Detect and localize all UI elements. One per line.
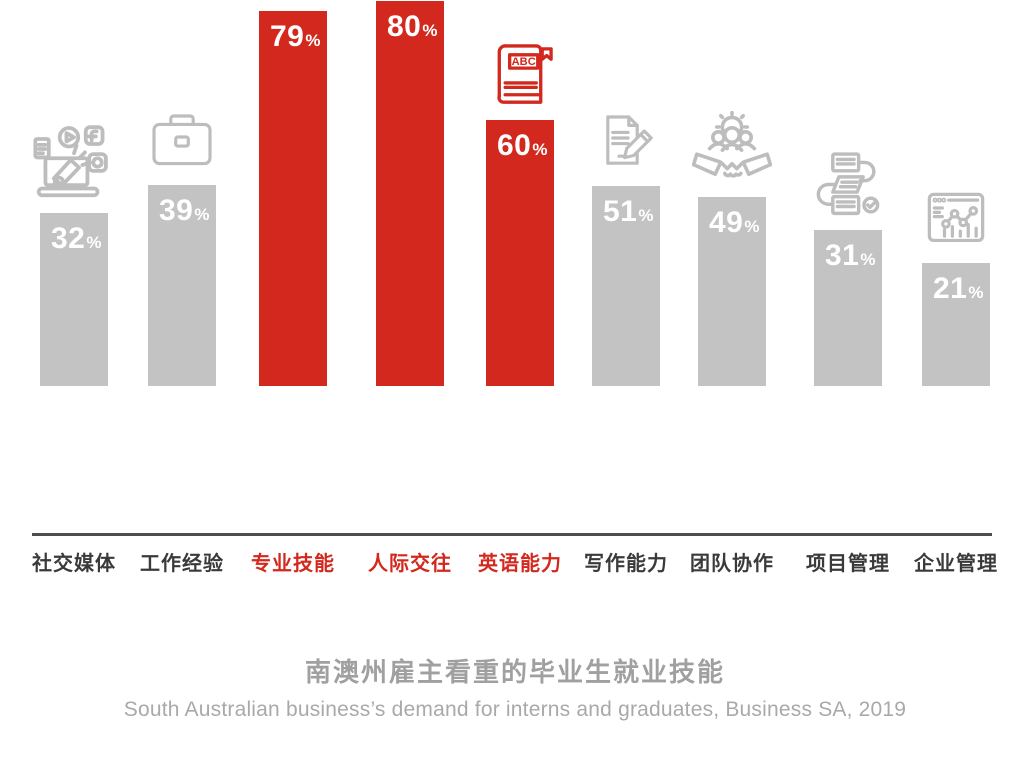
bar-value-label: 79% xyxy=(270,20,321,53)
bar-column: 32% xyxy=(14,123,134,386)
x-axis-label: 项目管理 xyxy=(806,553,890,575)
bar-column: 31% xyxy=(788,148,908,386)
x-axis-label: 工作经验 xyxy=(140,553,224,575)
briefcase-icon xyxy=(147,109,217,179)
bar-column: 39% xyxy=(122,109,242,386)
bar-value-label: 31% xyxy=(825,239,876,272)
document-pencil-icon xyxy=(591,110,661,180)
bar-column: 21% xyxy=(896,185,1016,386)
handshake-team-icon xyxy=(692,111,772,191)
svg-text:ABC: ABC xyxy=(512,56,536,68)
bar-column: 49% xyxy=(672,111,792,386)
bar-value-label: 80% xyxy=(387,10,438,43)
bar-value-label: 39% xyxy=(159,194,210,227)
bar: 49% xyxy=(698,197,766,386)
bar: 51% xyxy=(592,186,660,386)
bar-value-label: 21% xyxy=(933,272,984,305)
bar-value-label: 32% xyxy=(51,222,102,255)
abc-book-icon: ABC xyxy=(483,40,557,114)
bar-column: ABC 60% xyxy=(460,40,580,386)
bar: 32% xyxy=(40,213,108,386)
analytics-window-icon xyxy=(920,185,992,257)
bar-value-label: 51% xyxy=(603,195,654,228)
bar-column: 80% xyxy=(350,0,470,386)
bar: 60% xyxy=(486,120,554,386)
bar-value-label: 49% xyxy=(709,206,760,239)
x-axis-label: 专业技能 xyxy=(251,553,335,575)
chart-subtitle: South Australian business’s demand for i… xyxy=(123,698,907,721)
chart-plot-area: 32% 39% 79% 80% ABC 60% 51% 49% 31% 21% 社交媒体 工作经验 专… xyxy=(14,0,1016,575)
bar-column: 79% xyxy=(233,0,353,386)
bar: 39% xyxy=(148,185,216,386)
social-media-icon xyxy=(32,123,116,207)
x-axis-line xyxy=(32,533,992,536)
x-axis-label: 团队协作 xyxy=(690,553,774,575)
bar-column: 51% xyxy=(566,110,686,386)
workflow-check-icon xyxy=(810,148,886,224)
bar: 21% xyxy=(922,263,990,386)
x-axis-label: 社交媒体 xyxy=(32,553,116,575)
caption-block: 南澳州雇主看重的毕业生就业技能 South Australian busines… xyxy=(0,652,1030,722)
bar: 31% xyxy=(814,230,882,386)
chart-title: 南澳州雇主看重的毕业生就业技能 xyxy=(304,657,725,687)
x-axis-label: 英语能力 xyxy=(478,553,562,575)
bar: 80% xyxy=(376,1,444,386)
x-axis-label: 企业管理 xyxy=(914,553,998,575)
x-axis-label: 写作能力 xyxy=(584,553,668,575)
x-axis-label: 人际交往 xyxy=(368,553,452,575)
bar: 79% xyxy=(259,11,327,386)
tools-icon xyxy=(253,0,333,5)
bar-value-label: 60% xyxy=(497,129,548,162)
